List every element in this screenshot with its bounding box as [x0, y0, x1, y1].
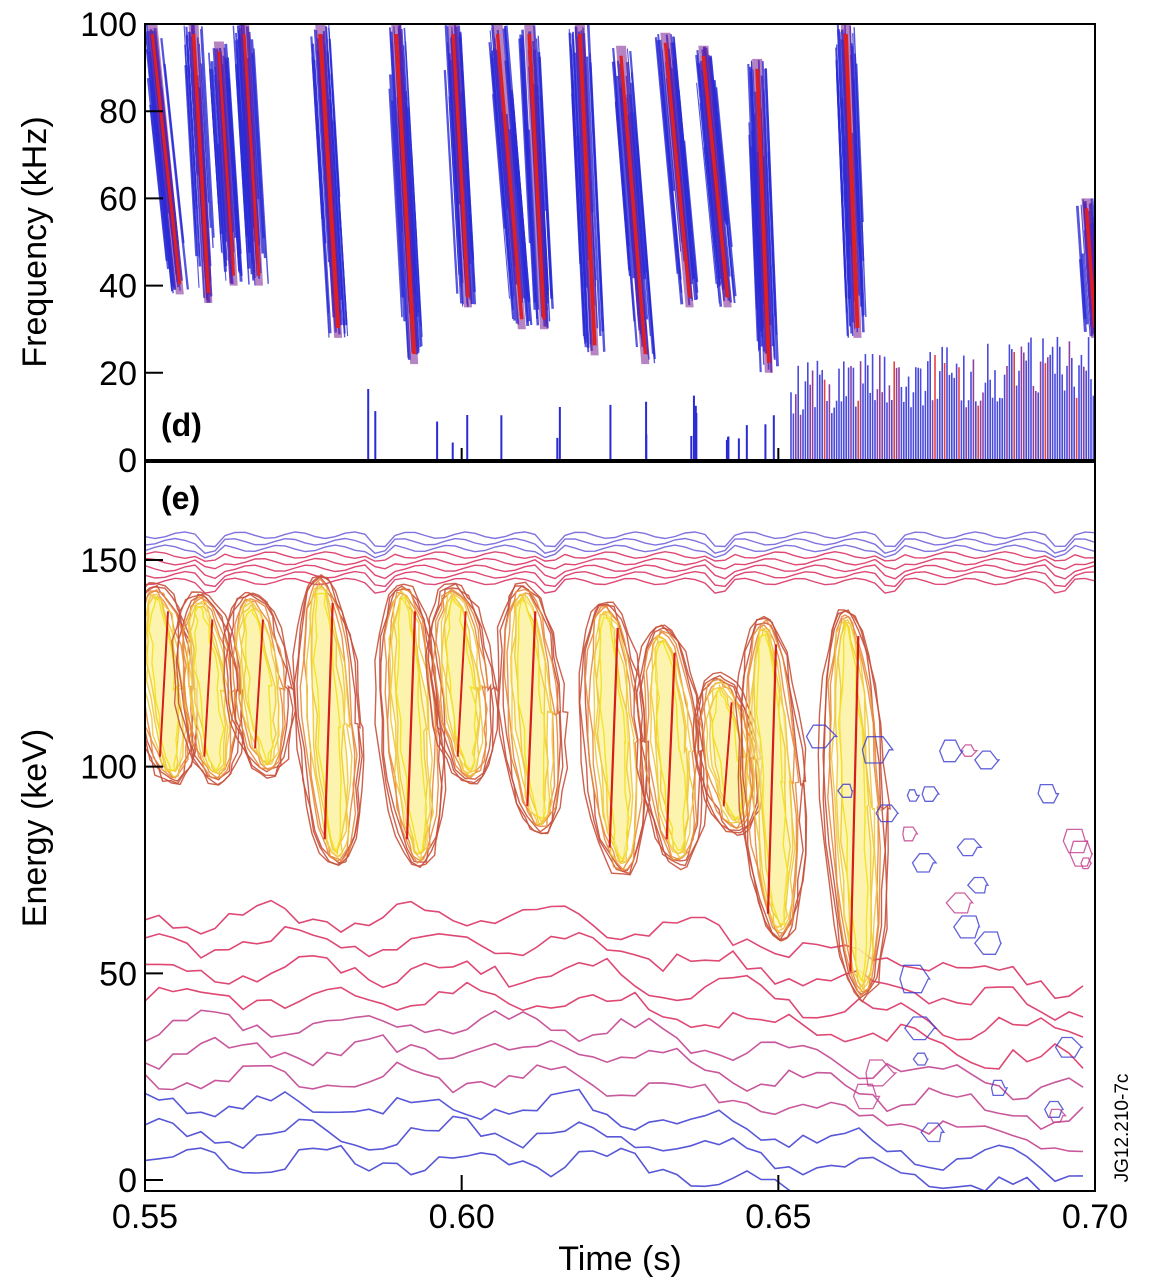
chirp-peak	[394, 33, 417, 355]
y-tick-label: 50	[99, 955, 137, 993]
y-axis-title-frequency: Frequency (kHz)	[16, 116, 54, 367]
y-tick-label: 0	[118, 442, 137, 480]
chirp-burst	[695, 45, 737, 308]
burst-peak	[722, 702, 733, 807]
chirp-burst	[232, 24, 269, 286]
y-tick-label: 100	[80, 749, 137, 787]
chirp-burst	[145, 24, 190, 295]
energy-burst	[222, 591, 297, 779]
panel-d-label: (d)	[161, 407, 202, 443]
low-frequency-band	[367, 336, 1095, 460]
y-tick-label: 100	[80, 6, 137, 44]
energy-burst	[171, 591, 244, 786]
energy-burst	[692, 671, 764, 836]
chirp-peak	[701, 55, 730, 298]
chirp-peak	[755, 68, 771, 363]
chirp-peak	[577, 33, 597, 346]
panel-e-y-ticks: 0 50 100 150	[80, 542, 163, 1200]
chirp-peak	[191, 33, 211, 294]
chirp-burst	[488, 24, 533, 330]
chirp-peak	[1084, 208, 1095, 329]
burst-peak	[766, 644, 778, 914]
y-tick-label: 0	[118, 1162, 137, 1200]
chirp-peak	[843, 33, 860, 328]
chirp-burst	[208, 41, 243, 286]
burst-peak	[849, 636, 860, 972]
x-tick-label: 0.55	[112, 1198, 178, 1236]
panel-d-frame	[144, 23, 1096, 461]
chirp-burst	[518, 24, 554, 330]
y-tick-label: 60	[99, 180, 137, 218]
energy-burst	[633, 624, 709, 871]
x-axis-title: Time (s)	[558, 1240, 681, 1278]
chirp-burst	[654, 32, 699, 308]
chirp-peak	[150, 33, 182, 285]
chirp-peak	[318, 33, 341, 329]
x-tick-label: 0.70	[1062, 1198, 1128, 1236]
x-tick-label: 0.65	[745, 1198, 811, 1236]
panel-e-frame	[144, 461, 1096, 1192]
energy-burst	[578, 601, 651, 876]
chirp-burst	[183, 24, 215, 304]
x-axis-ticks: 0.55 0.60 0.65 0.70	[112, 448, 1128, 1236]
energy-burst	[734, 615, 808, 942]
burst-peak	[665, 652, 676, 840]
top-contours	[145, 531, 1095, 594]
chirp-peak	[619, 55, 647, 355]
chirp-burst	[310, 24, 349, 338]
energy-burst	[424, 582, 499, 785]
energy-burst	[817, 609, 891, 1003]
figure-id-label: JG12.210-7c	[1112, 1074, 1133, 1183]
energy-burst	[374, 583, 447, 869]
burst-peak	[405, 611, 417, 840]
energy-burst	[145, 581, 199, 786]
energy-burst	[292, 574, 365, 867]
energy-contour-layer	[145, 531, 1095, 1191]
burst-peak	[203, 619, 214, 757]
chirp-peak	[527, 33, 546, 320]
contour-islands	[805, 724, 1094, 1143]
spectrogram-layer	[145, 24, 1095, 460]
panel-d-y-ticks: 0 20 40 60 80 100	[80, 6, 163, 480]
panel-e-label: (e)	[161, 480, 200, 516]
y-tick-label: 40	[99, 268, 137, 306]
chirp-peak	[451, 33, 470, 298]
burst-peak	[526, 611, 537, 807]
chirp-burst	[388, 24, 423, 365]
background-contours	[145, 899, 1084, 1191]
y-axis-title-energy: Energy (keV)	[16, 729, 54, 927]
burst-peak	[456, 611, 467, 757]
burst-peak	[159, 611, 169, 757]
burst-peak	[608, 627, 619, 848]
chirp-peak	[663, 42, 692, 298]
y-tick-label: 20	[99, 355, 137, 393]
y-tick-label: 80	[99, 93, 137, 131]
x-tick-label: 0.60	[429, 1198, 495, 1236]
chirp-peak	[495, 33, 524, 320]
chirp-burst	[747, 58, 779, 373]
y-tick-label: 150	[80, 542, 137, 580]
chirp-peak	[242, 33, 261, 276]
chirp-peak	[217, 51, 236, 276]
chirp-burst	[835, 24, 867, 338]
energy-burst	[496, 581, 569, 835]
burst-peak	[323, 603, 334, 840]
burst-peak	[254, 619, 264, 749]
chirp-burst	[443, 24, 477, 308]
chirp-burst	[611, 45, 656, 365]
chirp-burst	[568, 24, 606, 356]
